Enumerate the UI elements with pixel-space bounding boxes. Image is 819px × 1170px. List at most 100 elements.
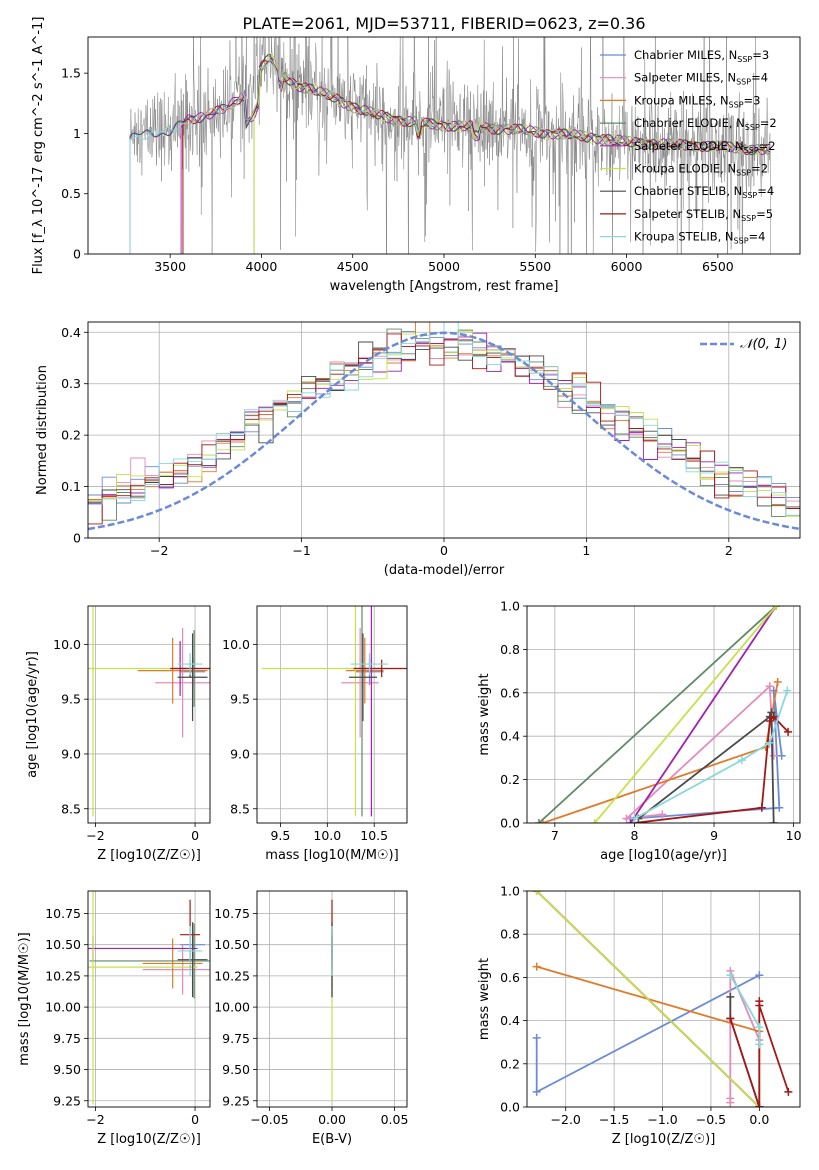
series-point-salpeter_stelib xyxy=(784,727,793,736)
series-point-kroupa_elodie xyxy=(772,606,781,610)
x-tick-label: 0 xyxy=(440,543,448,558)
y-tick-label: 10.75 xyxy=(214,906,250,921)
y-axis-label: age [log10(age/yr)] xyxy=(25,651,40,778)
y-tick-label: 0.2 xyxy=(500,1056,520,1071)
plot-area-mass_vs_Z xyxy=(88,891,210,1105)
x-tick-label: 0.05 xyxy=(381,1112,409,1127)
series-point-chabrier_miles xyxy=(532,1087,541,1096)
x-axis-label: wavelength [Angstrom, rest frame] xyxy=(330,279,559,294)
panel-spectrum: 3500 4000 4500 5000 5500 6000 6500 0 0.5 1 1.5 wave… xyxy=(31,17,801,294)
series-point-kroupa_stelib xyxy=(737,756,746,765)
y-tick-label: 0.8 xyxy=(500,927,520,942)
x-tick-label: 0.00 xyxy=(318,1112,346,1127)
plot-area-age_vs_mass xyxy=(261,606,407,817)
series-point-chabrier_stelib xyxy=(769,819,778,823)
series-line-chabrier_elodie xyxy=(538,606,777,823)
series-point-salpeter_miles xyxy=(726,1098,735,1107)
panel-mass_vs_ebv: −0.05 0.00 0.05 9.25 9.50 9.75 10.00 10.25 10.50… xyxy=(214,890,409,1147)
y-tick-label: 10.50 xyxy=(214,937,250,952)
model-spectrum-kroupa_stelib xyxy=(129,58,771,254)
series-line-chabrier_stelib xyxy=(729,996,761,1107)
y-tick-label: 9.50 xyxy=(53,1062,81,1077)
y-tick-label: 0.2 xyxy=(500,772,520,787)
series-point-kroupa_miles xyxy=(773,677,782,686)
y-tick-label: 10.50 xyxy=(45,937,81,952)
series-point-kroupa_stelib xyxy=(783,686,792,695)
series-line-kroupa_elodie xyxy=(594,606,777,823)
axes-frame xyxy=(87,605,211,824)
legend-label: Chabrier STELIB, NSSP=4 xyxy=(634,184,774,200)
histogram-salpeter_stelib xyxy=(88,333,800,525)
y-axis-label: mass [log10(M/M☉)] xyxy=(17,932,32,1065)
y-tick-label: 0.5 xyxy=(61,186,81,201)
x-axis-label: Z [log10(Z/Z☉)] xyxy=(97,1132,201,1147)
y-tick-label: 9.75 xyxy=(53,1031,81,1046)
observed-spectrum xyxy=(129,37,771,254)
x-tick-label: 6000 xyxy=(611,259,643,274)
x-tick-label: 0 xyxy=(191,828,199,843)
y-tick-label: 9.5 xyxy=(61,692,81,707)
y-tick-label: 10.25 xyxy=(45,968,81,983)
y-tick-label: 9.25 xyxy=(53,1093,81,1108)
series-point-kroupa_stelib xyxy=(755,1023,764,1032)
legend-label: Salpeter MILES, NSSP=4 xyxy=(634,71,768,87)
plots-layer: 3500 4000 4500 5000 5500 6000 6500 0 0.5 1 1.5 wave… xyxy=(17,17,802,1147)
y-tick-label: 8.5 xyxy=(230,801,250,816)
axes-frame xyxy=(256,605,408,824)
x-tick-label: −1.5 xyxy=(599,1112,629,1127)
y-tick-label: 0.6 xyxy=(500,970,520,985)
axes-frame xyxy=(526,890,801,1108)
y-tick-label: 10.0 xyxy=(222,637,250,652)
series-point-salpeter_stelib xyxy=(769,712,778,721)
series-point-chabrier_stelib xyxy=(726,992,735,1001)
series-line-salpeter_elodie xyxy=(629,606,777,823)
y-tick-label: 9.75 xyxy=(222,1031,250,1046)
x-axis-label: mass [log10(M/M☉)] xyxy=(265,848,398,863)
y-tick-label: 0 xyxy=(73,531,81,546)
y-tick-label: 8.5 xyxy=(61,801,81,816)
series-point-salpeter_miles xyxy=(658,810,667,819)
x-tick-label: −0.5 xyxy=(696,1112,726,1127)
model-spectrum-salpeter_miles xyxy=(182,59,771,254)
y-tick-label: 0.8 xyxy=(500,642,520,657)
x-tick-label: −2 xyxy=(150,543,168,558)
x-tick-label: 9.5 xyxy=(270,828,290,843)
series-point-salpeter_miles xyxy=(622,814,631,823)
y-tick-label: 0.4 xyxy=(500,729,520,744)
y-tick-label: 0.2 xyxy=(61,428,81,443)
series-point-kroupa_stelib xyxy=(726,971,735,980)
y-tick-label: 10.00 xyxy=(214,1000,250,1015)
series-line-chabrier_stelib xyxy=(637,712,775,823)
y-tick-label: 0.0 xyxy=(500,816,520,831)
y-tick-label: 9.25 xyxy=(222,1093,250,1108)
panel-weight_vs_age: 7 8 9 10 0.0 0.2 0.4 0.6 0.8 1.0 age [log10(age/yr… xyxy=(477,599,802,864)
y-tick-label: 0.4 xyxy=(61,325,81,340)
y-axis-label: mass weight xyxy=(477,673,492,755)
axes-frame xyxy=(87,321,801,539)
legend-label: Kroupa STELIB, NSSP=4 xyxy=(634,230,765,246)
series-point-chabrier_elodie xyxy=(534,819,543,823)
series-line-salpeter_stelib xyxy=(729,1001,790,1107)
series-point-salpeter_miles xyxy=(765,682,774,691)
x-tick-label: 1 xyxy=(582,543,590,558)
legend-label: Chabrier ELODIE, NSSP=2 xyxy=(634,116,777,132)
x-tick-label: −2.0 xyxy=(551,1112,581,1127)
y-tick-label: 9.0 xyxy=(61,746,81,761)
x-tick-label: 4000 xyxy=(246,259,278,274)
panel-age_vs_mass: 9.5 10.0 10.5 8.5 9.0 9.5 10.0 mass [log10(M/M☉… xyxy=(222,605,408,863)
x-tick-label: 10.0 xyxy=(313,828,341,843)
series-point-kroupa_stelib xyxy=(630,814,639,823)
axes-frame xyxy=(526,605,801,824)
y-tick-label: 1 xyxy=(73,126,81,141)
series-point-salpeter_stelib xyxy=(726,1014,735,1023)
axes-frame xyxy=(256,890,408,1108)
x-tick-label: 5500 xyxy=(519,259,551,274)
x-tick-label: −1.0 xyxy=(647,1112,677,1127)
x-tick-label: 0 xyxy=(191,1112,199,1127)
model-spectrum-salpeter_elodie xyxy=(180,57,771,254)
y-tick-label: 9.0 xyxy=(230,746,250,761)
panel-weight_vs_Z: −2.0 −1.5 −1.0 −0.5 0.0 0.0 0.2 0.4 0.6 0.8 1.0 Z [… xyxy=(477,884,801,1147)
x-axis-label: Z [log10(Z/Z☉)] xyxy=(97,848,201,863)
legend-label-normal: 𝒩(0, 1) xyxy=(740,337,787,352)
series-point-kroupa_stelib xyxy=(765,738,774,747)
